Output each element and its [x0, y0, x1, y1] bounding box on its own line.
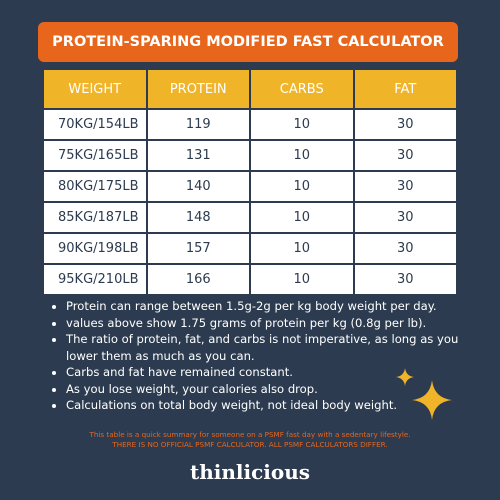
bullet-list: Protein can range between 1.5g-2g per kg… — [52, 298, 476, 414]
table-cell: 131 — [145, 139, 251, 172]
table-row: 85KG/187LB 148 10 30 — [42, 201, 458, 234]
table-cell: 30 — [352, 263, 458, 296]
table-cell: 10 — [249, 232, 355, 265]
table-cell: 30 — [352, 232, 458, 265]
table-cell: 10 — [249, 108, 355, 141]
table-body: 70KG/154LB 119 10 30 75KG/165LB 131 10 30 80KG/1… — [42, 108, 458, 296]
table-cell: 10 — [249, 139, 355, 172]
header-cell: PROTEIN — [145, 68, 251, 110]
table-row: 70KG/154LB 119 10 30 — [42, 108, 458, 141]
brand-logo: thinlicious — [189, 460, 311, 484]
table-cell: 10 — [249, 170, 355, 203]
bullet: The ratio of protein, fat, and carbs is … — [66, 331, 476, 364]
header-row: WEIGHT PROTEIN CARBS FAT — [42, 68, 458, 110]
table-row: 75KG/165LB 131 10 30 — [42, 139, 458, 172]
bullet: Protein can range between 1.5g-2g per kg… — [66, 298, 476, 315]
table-cell: 10 — [249, 263, 355, 296]
bullet: Carbs and fat have remained constant. — [66, 364, 476, 381]
table-row: 95KG/210LB 166 10 30 — [42, 263, 458, 296]
bullet: As you lose weight, your calories also d… — [66, 381, 476, 398]
title: PROTEIN-SPARING MODIFIED FAST CALCULATOR — [38, 22, 458, 62]
footnote-line: THERE IS NO OFFICIAL PSMF CALCULATOR. AL… — [112, 440, 388, 449]
table-cell: 75KG/165LB — [42, 139, 148, 172]
footnote: This table is a quick summary for someon… — [40, 430, 460, 450]
header-cell: FAT — [352, 68, 458, 110]
table-cell: 10 — [249, 201, 355, 234]
table-cell: 80KG/175LB — [42, 170, 148, 203]
table-cell: 95KG/210LB — [42, 263, 148, 296]
footnote-line: This table is a quick summary for someon… — [89, 430, 411, 439]
header-cell: WEIGHT — [42, 68, 148, 110]
table-cell: 166 — [145, 263, 251, 296]
table-cell: 148 — [145, 201, 251, 234]
header-cell: CARBS — [249, 68, 355, 110]
table-cell: 70KG/154LB — [42, 108, 148, 141]
table: WEIGHT PROTEIN CARBS FAT 70KG/154LB 119 10 30 7… — [42, 68, 458, 296]
table-cell: 85KG/187LB — [42, 201, 148, 234]
bullet: Calculations on total body weight, not i… — [66, 397, 476, 414]
table-cell: 157 — [145, 232, 251, 265]
table-cell: 119 — [145, 108, 251, 141]
table-row: 90KG/198LB 157 10 30 — [42, 232, 458, 265]
table-row: 80KG/175LB 140 10 30 — [42, 170, 458, 203]
table-cell: 30 — [352, 201, 458, 234]
table-cell: 30 — [352, 108, 458, 141]
table-cell: 30 — [352, 170, 458, 203]
bullet: values above show 1.75 grams of protein … — [66, 315, 476, 332]
table-cell: 140 — [145, 170, 251, 203]
table-cell: 30 — [352, 139, 458, 172]
table-cell: 90KG/198LB — [42, 232, 148, 265]
